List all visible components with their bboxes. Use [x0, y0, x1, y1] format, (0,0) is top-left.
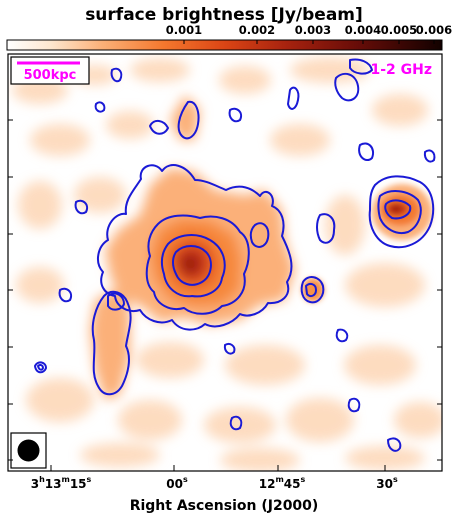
- x-tick-label: 30s: [376, 475, 398, 491]
- map-panel: 500kpc 1-2 GHz: [8, 54, 442, 471]
- x-tick-label: 3h13m15s: [31, 475, 92, 491]
- x-tick-label: 00s: [166, 475, 188, 491]
- colorbar-tick-label: 0.005: [381, 23, 417, 37]
- colorbar: [6, 39, 443, 51]
- axis-ticks: [8, 119, 442, 471]
- contours: [34, 58, 436, 452]
- x-tick-label: 12m45s: [259, 475, 306, 491]
- colorbar-tick-label: 0.006: [416, 23, 452, 37]
- colorbar-ticks: [183, 40, 435, 44]
- colorbar-title: surface brightness [Jy/beam]: [85, 5, 363, 25]
- scale-bar-label: 500kpc: [24, 68, 77, 83]
- band-label: 1-2 GHz: [370, 62, 432, 78]
- colorbar-tick-label: 0.004: [345, 23, 381, 37]
- beam-ellipse: [17, 439, 40, 462]
- colorbar-tick-label: 0.001: [166, 23, 202, 37]
- extended-emission: [90, 95, 295, 400]
- colorbar-tick-label: 0.002: [239, 23, 275, 37]
- x-axis-label: Right Ascension (J2000): [130, 498, 319, 514]
- colorbar-tick-label: 0.003: [295, 23, 331, 37]
- plot-frame: [7, 53, 443, 472]
